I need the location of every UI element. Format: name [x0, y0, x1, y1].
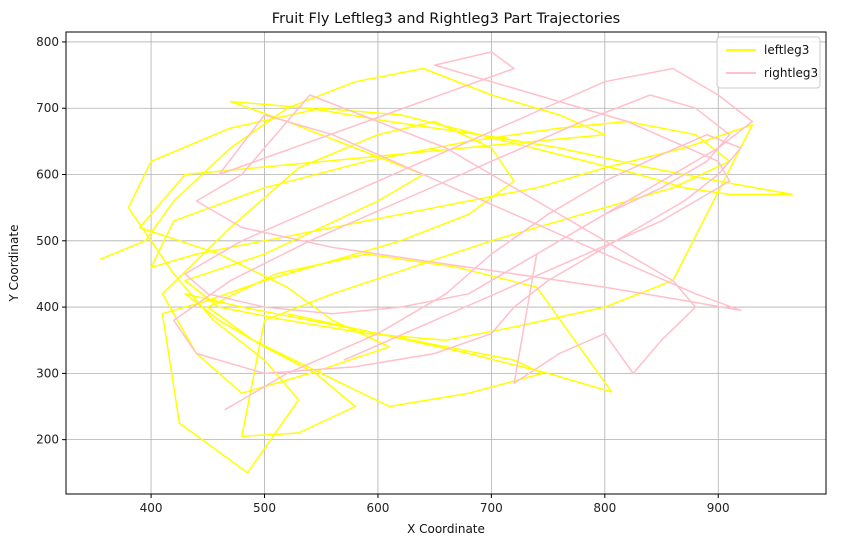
x-tick-label-900: 900: [707, 501, 730, 515]
y-tick-label-200: 200: [36, 433, 59, 447]
plot-frame: [65, 31, 827, 495]
x-tick-label-800: 800: [593, 501, 616, 515]
x-tick-label-400: 400: [140, 501, 163, 515]
series-line-rightleg3: [173, 51, 754, 411]
legend-label-leftleg3: leftleg3: [764, 43, 809, 57]
x-tick-label-500: 500: [253, 501, 276, 515]
series-line-leftleg3: [99, 67, 793, 474]
chart-title: Fruit Fly Leftleg3 and Rightleg3 Part Tr…: [272, 11, 620, 27]
y-tick-label-300: 300: [36, 366, 59, 380]
y-tick-label-400: 400: [36, 300, 59, 314]
x-tick-label-600: 600: [366, 501, 389, 515]
series-layer: [99, 51, 793, 474]
x-axis-ticks: 400 500 600 700 800 900: [140, 494, 730, 515]
y-tick-label-500: 500: [36, 234, 59, 248]
y-tick-label-600: 600: [36, 168, 59, 182]
legend: leftleg3 rightleg3: [716, 36, 821, 89]
y-tick-label-800: 800: [36, 35, 59, 49]
y-axis-label: Y Coordinate: [7, 225, 21, 303]
x-tick-label-700: 700: [480, 501, 503, 515]
legend-label-rightleg3: rightleg3: [764, 66, 818, 80]
y-axis-ticks: 200 300 400 500 600 700 800: [36, 35, 66, 447]
y-tick-label-700: 700: [36, 101, 59, 115]
x-axis-label: X Coordinate: [407, 522, 485, 536]
